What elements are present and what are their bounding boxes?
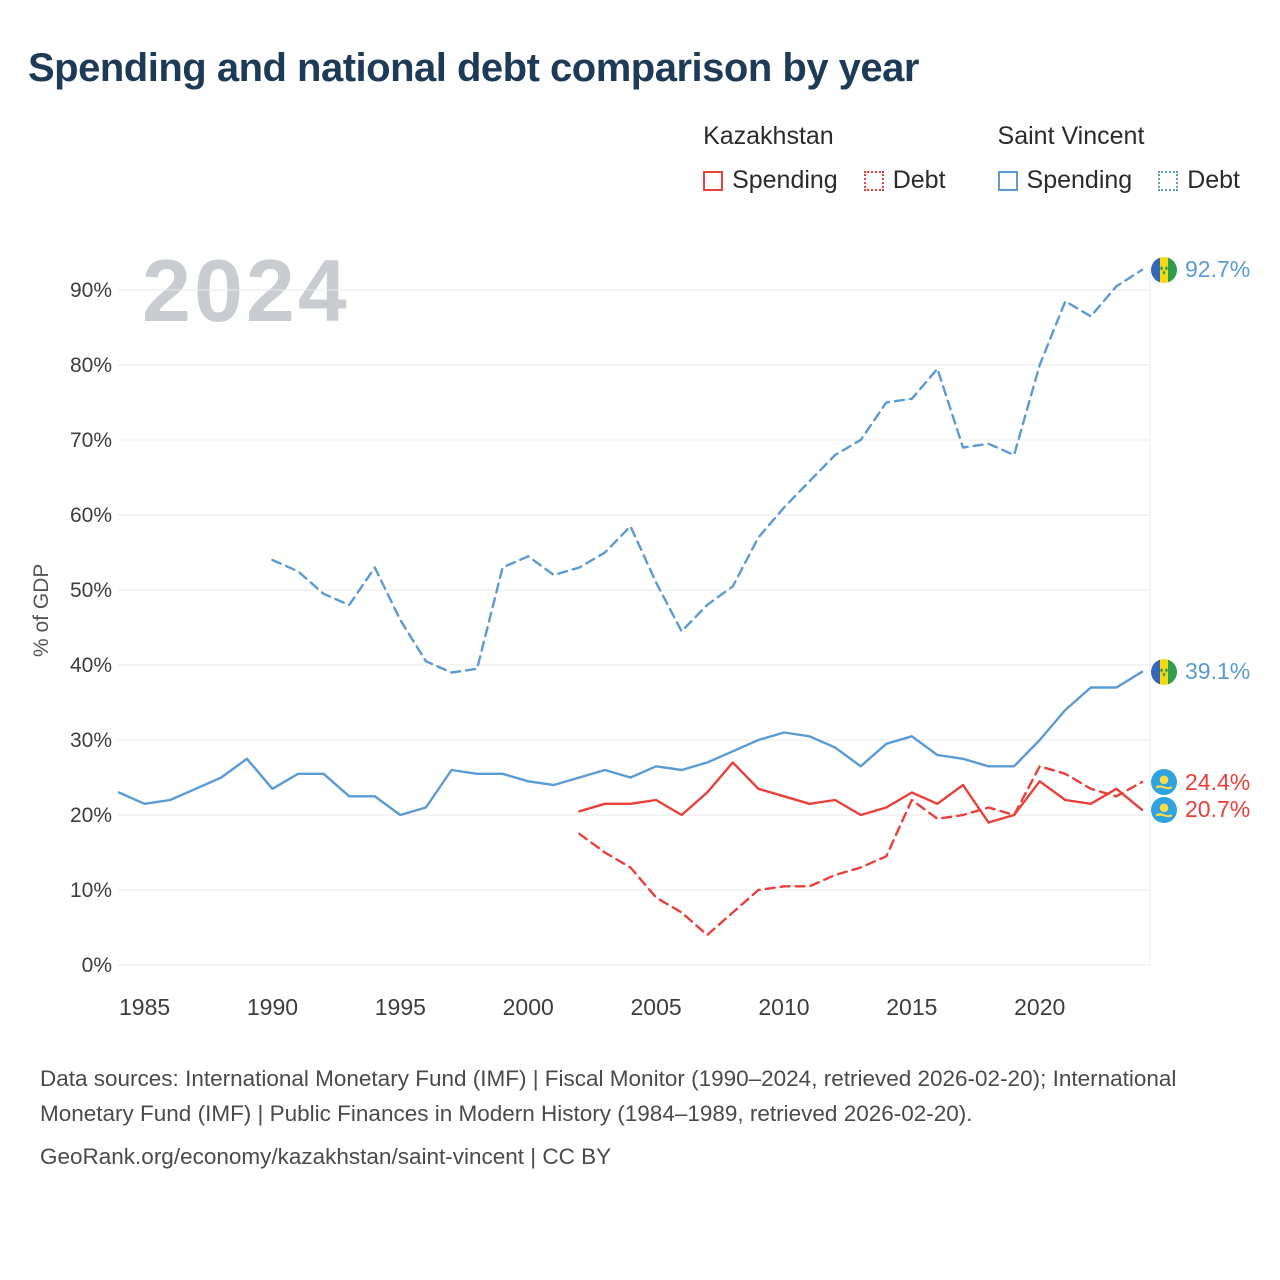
- page-title: Spending and national debt comparison by…: [28, 46, 919, 90]
- y-axis-label: % of GDP: [30, 563, 53, 657]
- legend-item-saint-vincent-debt[interactable]: Debt: [1158, 166, 1240, 195]
- end-label-saint-vincent-spending: 39.1%: [1151, 658, 1251, 685]
- y-tick-label: 20%: [70, 804, 112, 827]
- legend-item-label: Debt: [892, 166, 946, 194]
- x-tick-label: 1995: [375, 994, 426, 1020]
- legend-group-saint-vincent: Saint Vincent Spending Debt: [997, 122, 1240, 195]
- x-tick-label: 2005: [630, 994, 681, 1020]
- y-tick-label: 90%: [70, 279, 112, 302]
- watermark-year: 2024: [142, 241, 350, 340]
- y-tick-label: 70%: [70, 429, 112, 452]
- y-tick-label: 0%: [82, 954, 112, 977]
- data-sources-text: Data sources: International Monetary Fun…: [40, 1066, 1177, 1126]
- kazakhstan-debt-swatch-icon: [863, 170, 884, 191]
- legend-item-label: Spending: [1026, 166, 1133, 194]
- series-line-saint-vincent-spending: [117, 670, 1144, 817]
- end-value-saint-vincent-spending: 39.1%: [1185, 658, 1251, 685]
- legend-item-kazakhstan-debt[interactable]: Debt: [863, 166, 946, 195]
- y-tick-label: 60%: [70, 504, 112, 527]
- legend-items-kazakhstan: Spending Debt: [703, 166, 946, 195]
- legend-item-label: Spending: [732, 166, 838, 194]
- y-tick-label: 80%: [70, 354, 112, 377]
- legend-item-saint-vincent-spending[interactable]: Spending: [997, 166, 1133, 195]
- series-line-kazakhstan-spending: [578, 761, 1144, 824]
- x-tick-label: 1985: [119, 994, 170, 1020]
- x-tick-label: 1990: [247, 994, 298, 1020]
- end-value-kazakhstan-debt: 24.4%: [1185, 768, 1251, 795]
- legend-item-label: Debt: [1187, 166, 1240, 194]
- end-label-kazakhstan-debt: 24.4%: [1151, 769, 1250, 795]
- legend: Kazakhstan Spending Debt Saint Vincent S…: [703, 122, 1240, 195]
- series-line-saint-vincent-debt: [271, 268, 1144, 674]
- y-tick-label: 50%: [70, 579, 112, 602]
- legend-group-kazakhstan: Kazakhstan Spending Debt: [703, 122, 946, 195]
- saint-vincent-debt-swatch-icon: [1158, 170, 1179, 191]
- legend-country-kazakhstan: Kazakhstan: [703, 122, 834, 150]
- end-value-saint-vincent-debt: 92.7%: [1185, 256, 1251, 283]
- x-tick-label: 2000: [503, 994, 554, 1020]
- saint-vincent-spending-swatch-icon: [997, 170, 1018, 191]
- end-value-kazakhstan-spending: 20.7%: [1185, 796, 1251, 823]
- series-line-kazakhstan-debt: [578, 765, 1144, 937]
- kazakhstan-flag-icon: [1151, 796, 1177, 823]
- saint-vincent-flag-icon: [1151, 256, 1177, 283]
- legend-country-saint-vincent: Saint Vincent: [997, 122, 1145, 150]
- x-tick-label: 2015: [886, 994, 937, 1020]
- y-tick-label: 40%: [70, 654, 112, 677]
- end-label-kazakhstan-spending: 20.7%: [1151, 796, 1251, 823]
- x-tick-label: 2010: [758, 994, 809, 1020]
- saint-vincent-flag-icon: [1151, 658, 1177, 685]
- kazakhstan-flag-icon: [1151, 769, 1177, 795]
- legend-item-kazakhstan-spending[interactable]: Spending: [703, 166, 838, 195]
- y-tick-label: 30%: [70, 729, 112, 752]
- legend-items-saint-vincent: Spending Debt: [997, 166, 1240, 195]
- x-tick-label: 2020: [1014, 994, 1065, 1020]
- y-tick-label: 10%: [70, 879, 112, 902]
- end-label-saint-vincent-debt: 92.7%: [1151, 256, 1251, 283]
- kazakhstan-spending-swatch-icon: [703, 170, 724, 191]
- attribution-text: GeoRank.org/economy/kazakhstan/saint-vin…: [40, 1143, 612, 1169]
- footer: Data sources: International Monetary Fun…: [40, 1062, 1238, 1175]
